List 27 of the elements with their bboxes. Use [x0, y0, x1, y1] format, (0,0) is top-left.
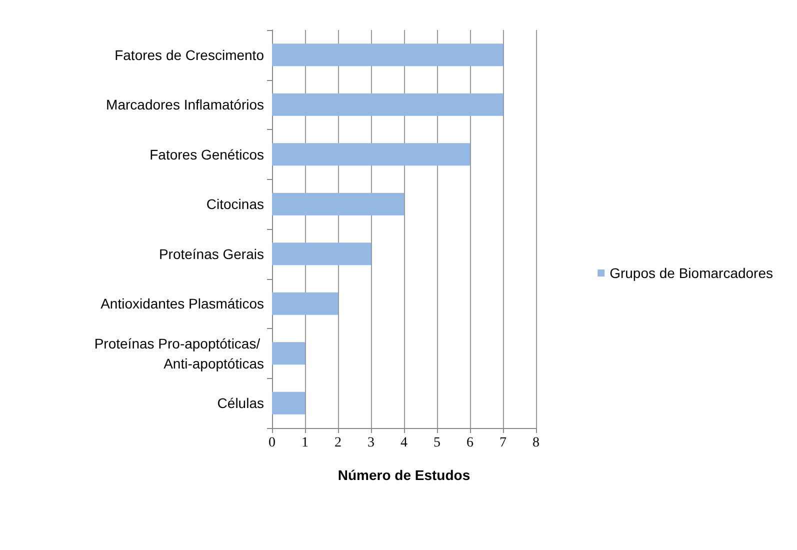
y-tick-label: Citocinas [206, 196, 264, 212]
legend-label: Grupos de Biomarcadores [610, 265, 774, 281]
y-tick-label: Fatores de Crescimento [114, 46, 264, 63]
bar [272, 292, 338, 315]
x-tick-label: 8 [532, 436, 540, 450]
x-tick-label: 7 [500, 436, 506, 450]
y-tick-label: Proteínas Pro-apoptóticas/ Anti-apoptóticas [94, 335, 264, 372]
x-tick-label: 1 [302, 436, 308, 450]
bar [272, 143, 470, 166]
x-tick-label: 0 [268, 436, 276, 450]
y-tick-label: Fatores Genéticos [150, 146, 264, 162]
x-tick-label: 4 [400, 436, 408, 450]
bar [272, 392, 305, 414]
x-tick-label: 6 [466, 436, 474, 450]
x-tick-label: 5 [434, 436, 440, 450]
bar [272, 192, 404, 216]
x-axis-title: Número de Estudos [338, 467, 470, 483]
x-tick-label: 2 [334, 436, 342, 450]
y-tick-label: Células [217, 395, 264, 412]
bar [272, 93, 503, 116]
y-tick-label: Marcadores Inflamatórios [106, 96, 264, 113]
y-tick-label: Proteínas Gerais [158, 246, 264, 262]
bar [272, 44, 503, 66]
bar [272, 342, 305, 365]
y-tick-label: Antioxidantes Plasmáticos [100, 296, 264, 312]
bar [272, 242, 371, 266]
x-tick-label: 3 [368, 436, 374, 450]
